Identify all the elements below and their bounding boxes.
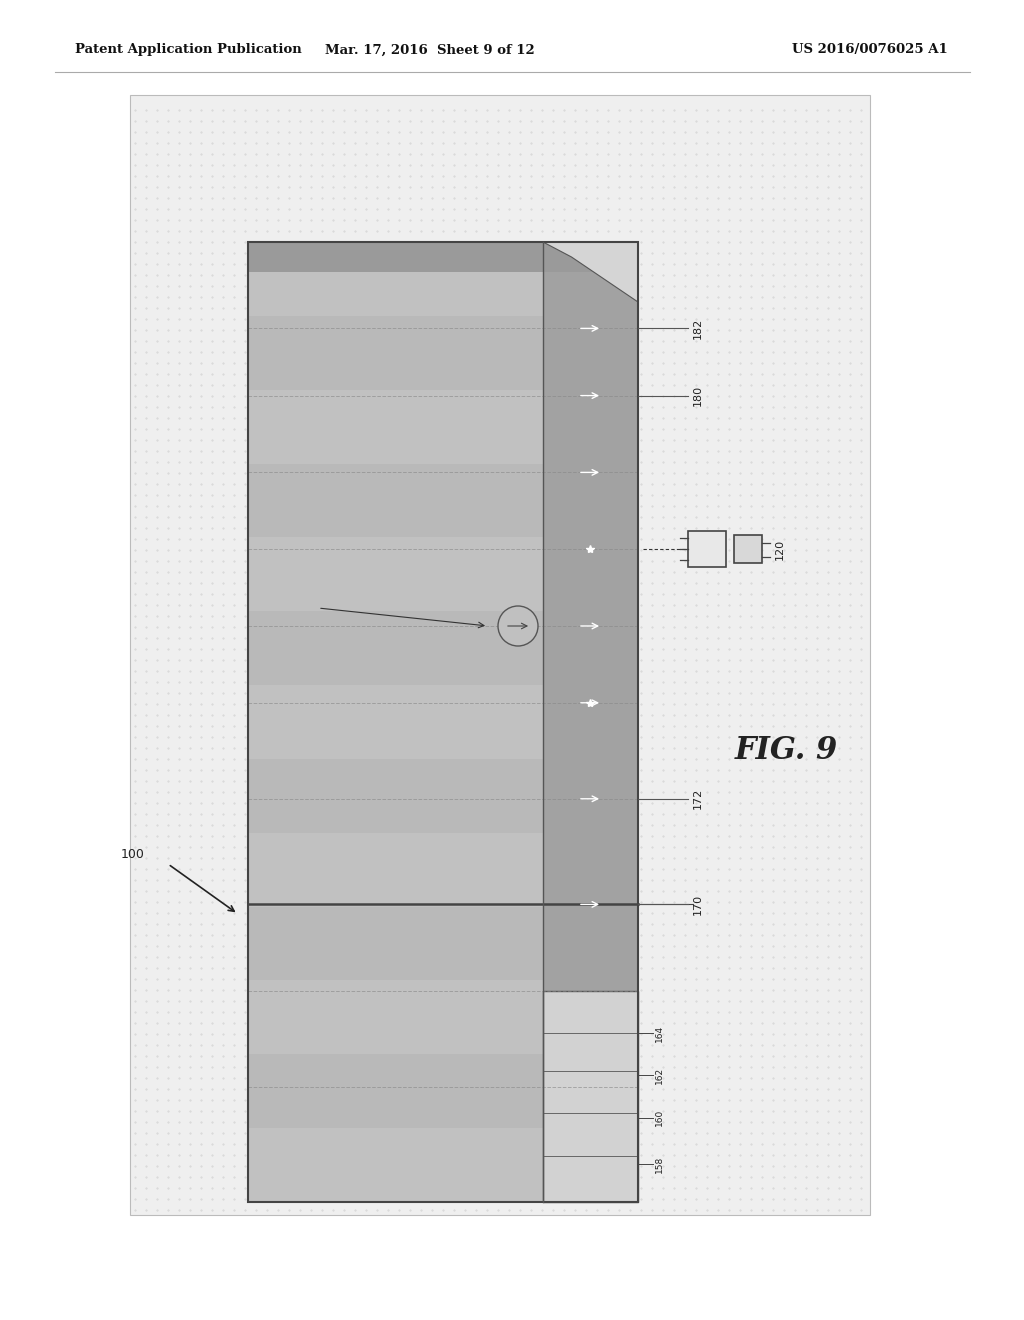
Text: US 2016/0076025 A1: US 2016/0076025 A1 (793, 44, 948, 57)
Text: 158: 158 (655, 1155, 664, 1172)
Text: 120: 120 (775, 539, 785, 560)
Bar (248, 833, 543, 907)
Text: 100: 100 (121, 847, 145, 861)
Text: Mar. 17, 2016  Sheet 9 of 12: Mar. 17, 2016 Sheet 9 of 12 (326, 44, 535, 57)
Bar (130, 95, 870, 1214)
Bar (248, 981, 543, 1055)
Bar (543, 991, 638, 1203)
Bar (734, 535, 762, 564)
Bar (248, 759, 543, 833)
Text: 182: 182 (693, 318, 703, 339)
Circle shape (498, 606, 538, 645)
Bar (688, 531, 726, 568)
Bar (248, 242, 638, 272)
Bar (543, 242, 638, 1203)
Text: FIG. 9: FIG. 9 (735, 735, 839, 767)
Bar (248, 537, 543, 611)
Text: 160: 160 (655, 1109, 664, 1126)
Bar (248, 463, 543, 537)
Bar (248, 389, 543, 463)
Text: 172: 172 (693, 788, 703, 809)
Bar (248, 907, 543, 981)
Polygon shape (543, 242, 638, 302)
Bar (248, 242, 638, 1203)
Text: 180: 180 (693, 385, 703, 407)
Text: 170: 170 (693, 894, 703, 915)
Bar (248, 242, 543, 315)
Bar (248, 1055, 543, 1129)
Text: 164: 164 (655, 1024, 664, 1041)
Bar (248, 315, 543, 389)
Bar (248, 1129, 543, 1203)
Bar (248, 611, 543, 685)
Bar (248, 685, 543, 759)
Bar (248, 242, 543, 1203)
Text: 162: 162 (655, 1067, 664, 1084)
Text: 110: 110 (283, 598, 306, 614)
Bar (248, 242, 638, 1203)
Text: Patent Application Publication: Patent Application Publication (75, 44, 302, 57)
